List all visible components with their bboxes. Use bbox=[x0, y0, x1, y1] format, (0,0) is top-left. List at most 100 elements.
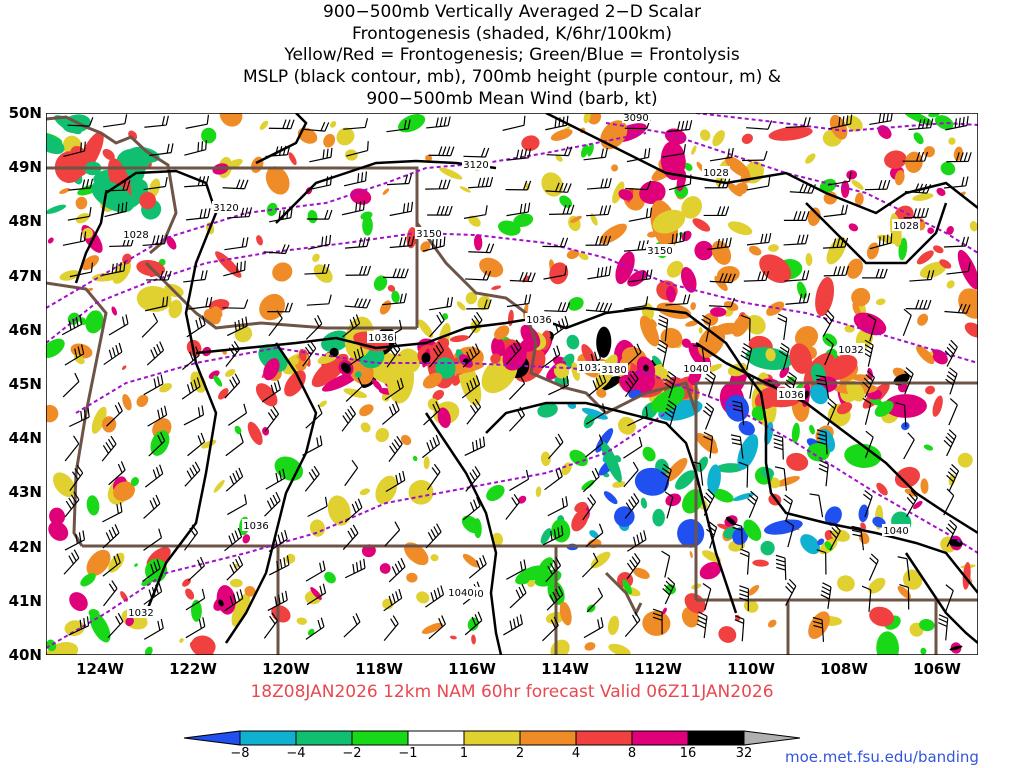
frontogenesis-blob bbox=[596, 388, 607, 398]
frontogenesis-blob bbox=[234, 425, 242, 435]
frontogenesis-blob bbox=[589, 530, 599, 539]
wind-barb bbox=[143, 374, 164, 396]
wind-barb bbox=[302, 121, 330, 132]
wind-barb bbox=[382, 293, 407, 306]
frontogenesis-blob bbox=[307, 209, 318, 224]
height-contour-label: 3120 bbox=[463, 160, 488, 171]
wind-barb bbox=[909, 270, 935, 282]
colorbar-tick-label: −8 bbox=[230, 746, 250, 761]
wind-barb bbox=[664, 371, 677, 399]
wind-barb bbox=[463, 205, 488, 219]
frontogenesis-blob bbox=[692, 218, 711, 232]
wind-barb bbox=[428, 615, 446, 640]
frontogenesis-blob bbox=[618, 189, 634, 201]
lat-label: 43N bbox=[8, 483, 42, 502]
frontogenesis-blob bbox=[535, 486, 542, 498]
wind-barb bbox=[142, 234, 168, 247]
height-contour-label: 3150 bbox=[416, 229, 441, 240]
wind-barb bbox=[789, 183, 816, 194]
wind-barb bbox=[541, 345, 561, 369]
frontogenesis-blob bbox=[159, 383, 172, 393]
frontogenesis-blob bbox=[69, 592, 88, 612]
wind-barb bbox=[64, 530, 86, 551]
frontogenesis-blob bbox=[844, 443, 882, 468]
mslp-contour-label: 1028 bbox=[893, 221, 918, 232]
frontogenesis-blob bbox=[795, 325, 819, 349]
frontogenesis-blob bbox=[284, 370, 306, 397]
frontogenesis-blob bbox=[824, 506, 842, 526]
frontogenesis-blob bbox=[566, 334, 580, 350]
frontogenesis-blob bbox=[102, 148, 115, 161]
wind-barb bbox=[64, 491, 80, 518]
wind-barb bbox=[267, 590, 288, 612]
frontogenesis-blob bbox=[421, 352, 431, 364]
wind-barb bbox=[869, 233, 893, 250]
colorbar-segment bbox=[295, 730, 353, 746]
wind-barb bbox=[626, 147, 651, 163]
wind-barb bbox=[585, 434, 604, 458]
frontogenesis-blob bbox=[266, 202, 278, 216]
wind-barb bbox=[309, 147, 333, 163]
wind-barb bbox=[585, 523, 604, 548]
wind-barb bbox=[906, 490, 918, 517]
frontogenesis-blob bbox=[919, 618, 935, 632]
wind-barb bbox=[103, 114, 128, 128]
frontogenesis-blob bbox=[86, 549, 111, 577]
frontogenesis-blob bbox=[330, 121, 337, 128]
frontogenesis-blob bbox=[465, 291, 478, 305]
wind-barb bbox=[103, 580, 118, 607]
wind-barb bbox=[904, 183, 932, 194]
mslp-contour-label: 1040 bbox=[448, 588, 473, 599]
wind-barb bbox=[465, 466, 481, 492]
frontogenesis-blob bbox=[537, 402, 558, 418]
lat-label: 42N bbox=[8, 537, 42, 556]
lat-label: 49N bbox=[8, 158, 42, 177]
wind-barb bbox=[184, 175, 210, 188]
wind-barb bbox=[628, 269, 653, 283]
frontogenesis-blob bbox=[741, 133, 753, 144]
frontogenesis-blob bbox=[312, 253, 320, 262]
wind-barb bbox=[948, 398, 958, 426]
wind-barb bbox=[820, 582, 832, 609]
frontogenesis-blob bbox=[840, 180, 850, 198]
wind-barb bbox=[867, 314, 877, 342]
frontogenesis-blob bbox=[584, 642, 596, 651]
frontogenesis-blob bbox=[786, 452, 809, 471]
wind-barb bbox=[182, 346, 200, 371]
frontogenesis-blob bbox=[858, 504, 869, 523]
wind-barb bbox=[944, 303, 971, 314]
frontogenesis-blob bbox=[826, 236, 847, 265]
wind-barb bbox=[868, 553, 879, 581]
credit-url[interactable]: moe.met.fsu.edu/banding bbox=[785, 748, 979, 766]
wind-barb bbox=[945, 584, 954, 612]
frontogenesis-blob bbox=[869, 397, 883, 406]
wind-barb bbox=[746, 120, 773, 130]
title-line-2: Frontogenesis (shaded, K/6hr/100km) bbox=[352, 24, 672, 44]
frontogenesis-blob bbox=[932, 395, 943, 417]
colorbar-segment bbox=[687, 730, 745, 746]
lat-label: 40N bbox=[8, 646, 42, 664]
frontogenesis-blob bbox=[318, 400, 327, 408]
lat-label: 50N bbox=[8, 104, 42, 122]
frontogenesis-blob bbox=[791, 422, 800, 444]
wind-barb bbox=[544, 302, 571, 313]
frontogenesis-blob bbox=[691, 145, 697, 155]
wind-barb bbox=[425, 179, 451, 190]
frontogenesis-blob bbox=[555, 154, 563, 162]
wind-barb bbox=[899, 583, 910, 610]
wind-barb bbox=[747, 490, 759, 518]
frontogenesis-blob bbox=[583, 113, 591, 124]
title-line-1: 900−500mb Vertically Averaged 2−D Scalar bbox=[323, 2, 701, 22]
wind-barb bbox=[784, 270, 810, 282]
frontogenesis-blob bbox=[423, 456, 430, 470]
frontogenesis-blob bbox=[449, 335, 469, 342]
wind-barb bbox=[627, 406, 648, 427]
wind-barb bbox=[732, 400, 745, 426]
frontogenesis-blob bbox=[492, 532, 504, 546]
wind-barb bbox=[226, 556, 244, 581]
wind-barb bbox=[862, 370, 875, 398]
wind-barb bbox=[143, 494, 161, 519]
frontogenesis-blob bbox=[128, 146, 160, 163]
frontogenesis-blob bbox=[462, 553, 480, 568]
wind-barb bbox=[816, 429, 828, 455]
